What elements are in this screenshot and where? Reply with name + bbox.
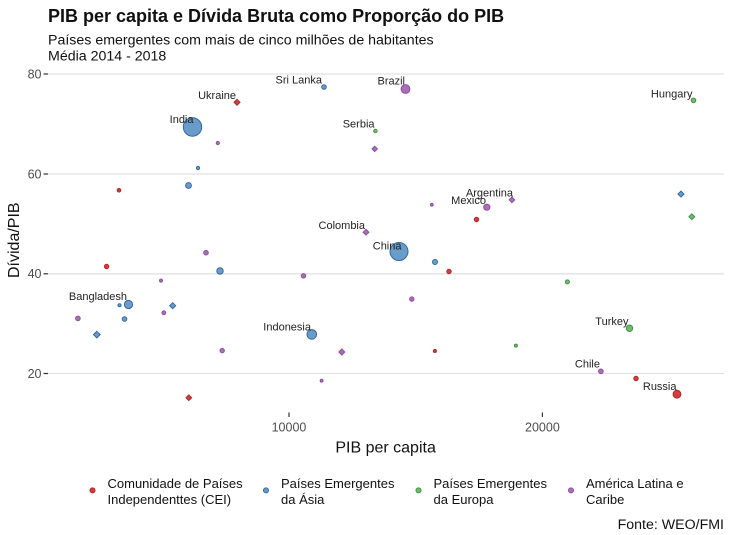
svg-text:Países Emergentes: Países Emergentes <box>281 476 395 491</box>
svg-text:Argentina: Argentina <box>466 188 514 200</box>
svg-text:Caribe: Caribe <box>586 492 624 507</box>
svg-text:Chile: Chile <box>575 359 600 371</box>
svg-text:80: 80 <box>28 67 42 81</box>
svg-text:da Europa: da Europa <box>434 492 495 507</box>
svg-text:Colombia: Colombia <box>319 220 366 232</box>
svg-text:Fonte: WEO/FMI: Fonte: WEO/FMI <box>618 517 724 533</box>
svg-text:América Latina e: América Latina e <box>586 476 684 491</box>
svg-text:Sri Lanka: Sri Lanka <box>276 75 323 87</box>
svg-text:40: 40 <box>28 267 42 281</box>
svg-text:da Ásia: da Ásia <box>281 492 325 507</box>
svg-text:Média 2014 - 2018: Média 2014 - 2018 <box>48 48 166 64</box>
svg-text:Serbia: Serbia <box>343 119 376 131</box>
svg-text:60: 60 <box>28 167 42 181</box>
svg-text:Países Emergentes: Países Emergentes <box>434 476 548 491</box>
svg-text:Países emergentes com mais de: Países emergentes com mais de cinco milh… <box>48 33 434 49</box>
svg-text:10000: 10000 <box>272 421 307 435</box>
svg-text:Bangladesh: Bangladesh <box>69 291 127 303</box>
svg-text:Indonesia: Indonesia <box>263 322 312 334</box>
svg-text:Russia: Russia <box>643 381 678 393</box>
svg-text:Turkey: Turkey <box>595 316 629 328</box>
svg-text:20: 20 <box>28 367 42 381</box>
svg-text:PIB per capita e Dívida Bruta: PIB per capita e Dívida Bruta como Propo… <box>48 6 504 26</box>
svg-text:Brazil: Brazil <box>377 76 405 88</box>
svg-text:Independenttes (CEI): Independenttes (CEI) <box>108 492 232 507</box>
svg-text:India: India <box>170 114 195 126</box>
svg-text:PIB per capita: PIB per capita <box>335 440 436 457</box>
svg-text:Dívida/PIB: Dívida/PIB <box>6 202 23 278</box>
svg-text:China: China <box>373 241 403 253</box>
svg-text:20000: 20000 <box>525 421 560 435</box>
svg-text:Comunidade de Países: Comunidade de Países <box>108 476 244 491</box>
svg-text:Hungary: Hungary <box>651 89 693 101</box>
svg-text:Ukraine: Ukraine <box>198 90 236 102</box>
svg-text:Mexico: Mexico <box>451 195 486 207</box>
